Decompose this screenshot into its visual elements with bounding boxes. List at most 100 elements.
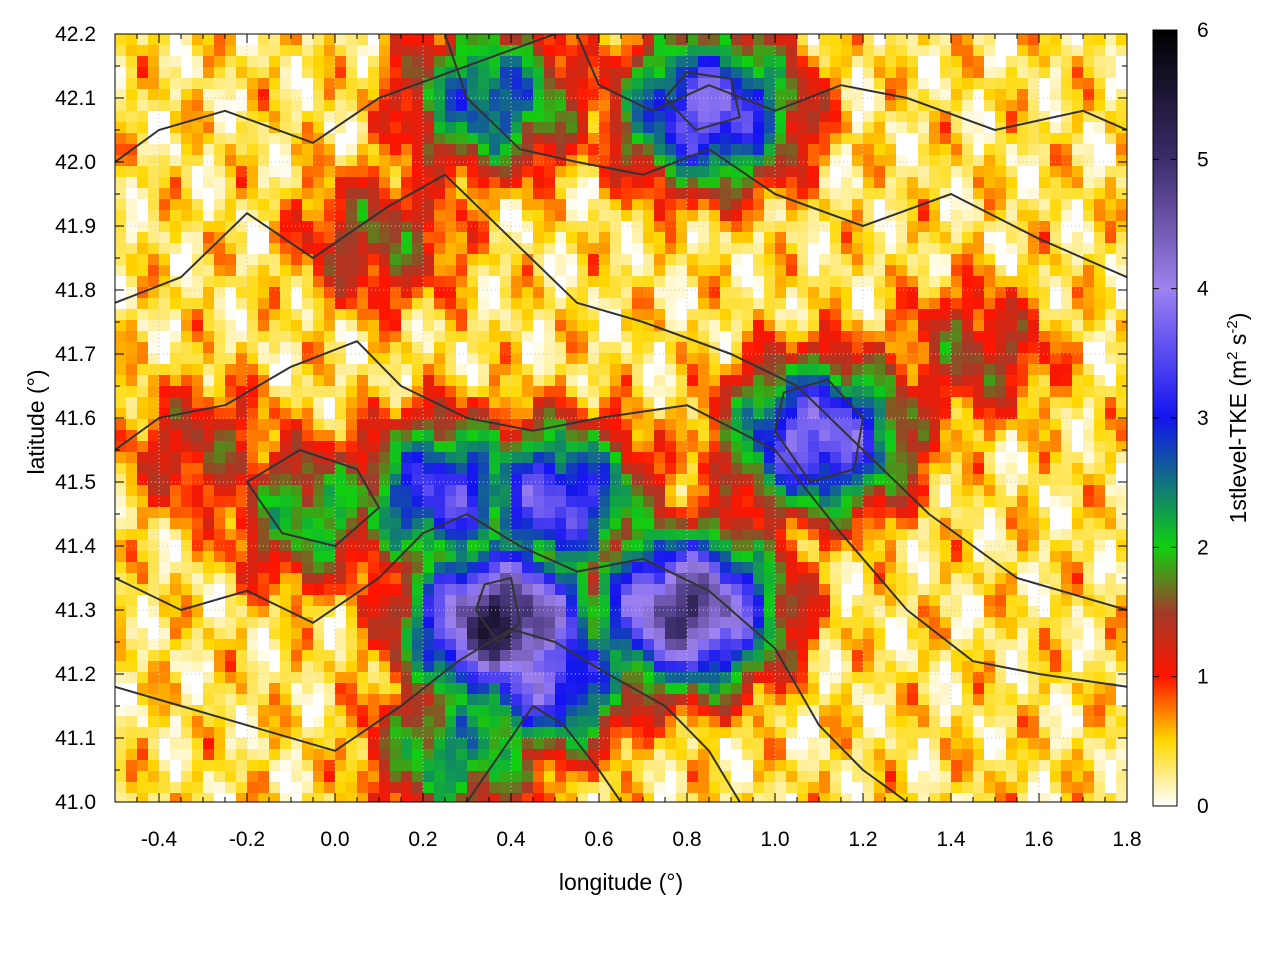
heatmap-cell	[467, 265, 478, 276]
heatmap-cell	[1039, 166, 1050, 177]
heatmap-cell	[1105, 441, 1116, 452]
heatmap-cell	[467, 298, 478, 309]
heatmap-cell	[159, 540, 170, 551]
heatmap-cell	[929, 276, 940, 287]
heatmap-cell	[412, 364, 423, 375]
heatmap-cell	[533, 45, 544, 56]
heatmap-cell	[544, 331, 555, 342]
heatmap-cell	[533, 144, 544, 155]
heatmap-cell	[291, 441, 302, 452]
heatmap-cell	[346, 254, 357, 265]
heatmap-cell	[148, 276, 159, 287]
heatmap-cell	[159, 254, 170, 265]
heatmap-cell	[368, 452, 379, 463]
heatmap-cell	[489, 111, 500, 122]
heatmap-cell	[522, 430, 533, 441]
heatmap-cell	[181, 188, 192, 199]
heatmap-cell	[280, 210, 291, 221]
heatmap-cell	[467, 353, 478, 364]
heatmap-cell	[654, 166, 665, 177]
heatmap-cell	[566, 122, 577, 133]
heatmap-cell	[654, 144, 665, 155]
heatmap-cell	[621, 243, 632, 254]
heatmap-cell	[170, 430, 181, 441]
heatmap-cell	[302, 298, 313, 309]
heatmap-cell	[632, 133, 643, 144]
heatmap-cell	[555, 386, 566, 397]
heatmap-cell	[225, 144, 236, 155]
heatmap-cell	[346, 243, 357, 254]
heatmap-cell	[258, 34, 269, 45]
heatmap-cell	[973, 441, 984, 452]
heatmap-cell	[555, 353, 566, 364]
heatmap-cell	[522, 232, 533, 243]
heatmap-cell	[291, 430, 302, 441]
heatmap-cell	[973, 573, 984, 584]
heatmap-cell	[192, 419, 203, 430]
heatmap-cell	[742, 133, 753, 144]
heatmap-cell	[445, 133, 456, 144]
heatmap-cell	[181, 628, 192, 639]
heatmap-cell	[621, 177, 632, 188]
heatmap-cell	[291, 573, 302, 584]
heatmap-cell	[610, 232, 621, 243]
heatmap-cell	[214, 122, 225, 133]
heatmap-cell	[192, 441, 203, 452]
heatmap-cell	[115, 100, 126, 111]
heatmap-cell	[973, 595, 984, 606]
heatmap-cell	[544, 342, 555, 353]
heatmap-cell	[709, 254, 720, 265]
heatmap-cell	[676, 518, 687, 529]
heatmap-cell	[346, 628, 357, 639]
heatmap-cell	[1028, 34, 1039, 45]
heatmap-cell	[764, 254, 775, 265]
heatmap-cell	[412, 276, 423, 287]
heatmap-cell	[599, 155, 610, 166]
heatmap-cell	[1094, 617, 1105, 628]
heatmap-cell	[841, 430, 852, 441]
heatmap-cell	[478, 276, 489, 287]
heatmap-cell	[907, 529, 918, 540]
heatmap-cell	[929, 166, 940, 177]
heatmap-cell	[1116, 45, 1127, 56]
heatmap-cell	[302, 518, 313, 529]
heatmap-cell	[654, 89, 665, 100]
heatmap-cell	[236, 199, 247, 210]
heatmap-cell	[852, 419, 863, 430]
heatmap-cell	[137, 518, 148, 529]
heatmap-cell	[720, 397, 731, 408]
heatmap-cell	[830, 408, 841, 419]
heatmap-cell	[720, 287, 731, 298]
heatmap-cell	[478, 188, 489, 199]
heatmap-cell	[753, 430, 764, 441]
heatmap-cell	[1094, 188, 1105, 199]
heatmap-cell	[236, 441, 247, 452]
heatmap-cell	[621, 540, 632, 551]
heatmap-cell	[401, 265, 412, 276]
heatmap-cell	[940, 45, 951, 56]
heatmap-cell	[896, 375, 907, 386]
heatmap-cell	[1050, 331, 1061, 342]
heatmap-cell	[522, 287, 533, 298]
heatmap-cell	[874, 265, 885, 276]
heatmap-cell	[357, 133, 368, 144]
heatmap-cell	[225, 628, 236, 639]
heatmap-cell	[280, 177, 291, 188]
heatmap-cell	[302, 386, 313, 397]
heatmap-cell	[676, 45, 687, 56]
heatmap-cell	[346, 584, 357, 595]
heatmap-cell	[379, 529, 390, 540]
heatmap-cell	[929, 529, 940, 540]
heatmap-cell	[863, 485, 874, 496]
heatmap-cell	[940, 441, 951, 452]
heatmap-cell	[126, 452, 137, 463]
heatmap-cell	[786, 507, 797, 518]
heatmap-cell	[544, 496, 555, 507]
heatmap-cell	[1028, 408, 1039, 419]
heatmap-cell	[544, 606, 555, 617]
heatmap-cell	[951, 188, 962, 199]
heatmap-cell	[555, 100, 566, 111]
heatmap-cell	[456, 89, 467, 100]
heatmap-cell	[522, 562, 533, 573]
heatmap-cell	[522, 67, 533, 78]
